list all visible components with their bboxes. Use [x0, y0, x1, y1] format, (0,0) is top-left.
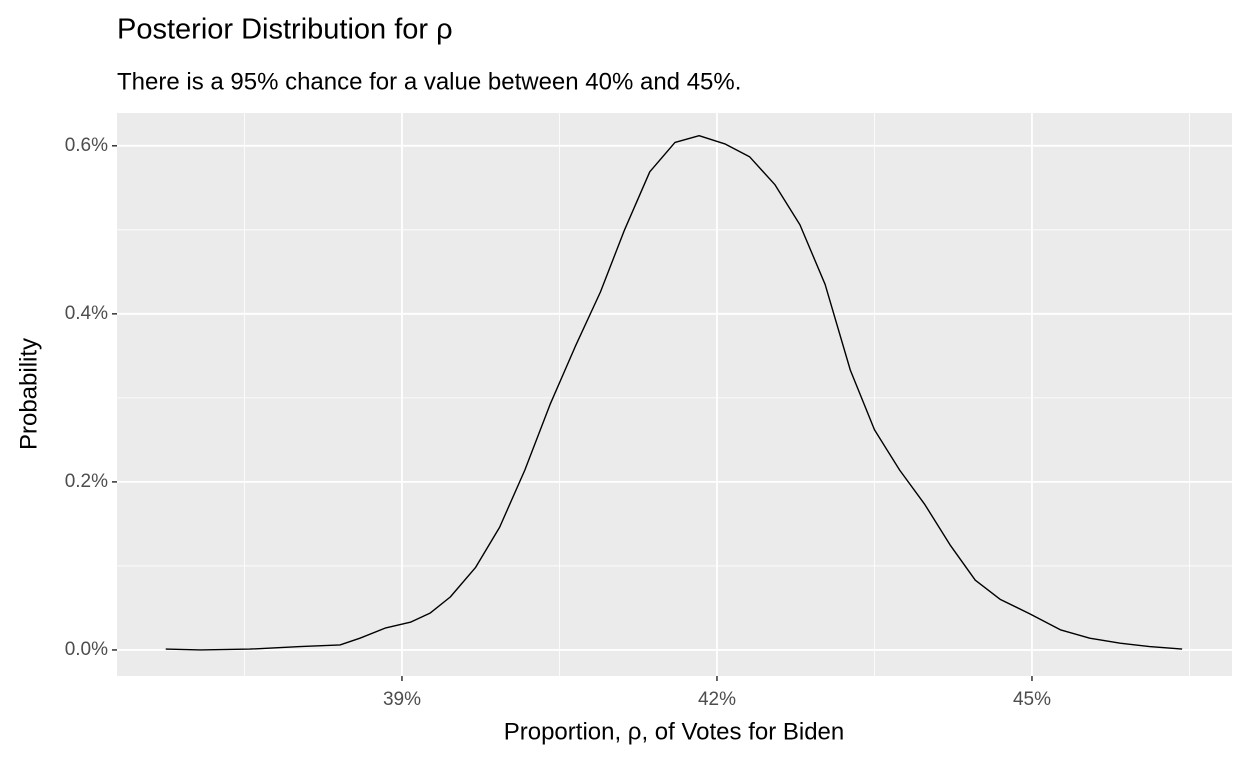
x-tick-label: 45%: [1013, 689, 1051, 710]
x-tick-label: 39%: [383, 689, 421, 710]
chart-subtitle: There is a 95% chance for a value betwee…: [117, 68, 741, 95]
y-axis-label: Probability: [15, 338, 42, 450]
y-tick-label: 0.6%: [65, 135, 108, 156]
x-tick-label: 42%: [698, 689, 736, 710]
y-tick-label: 0.0%: [65, 639, 108, 660]
panel: [117, 113, 1232, 676]
y-tick-label: 0.4%: [65, 303, 108, 324]
density-line: [165, 134, 1183, 651]
y-tick-label: 0.2%: [65, 471, 108, 492]
chart-title: Posterior Distribution for ρ: [117, 14, 453, 46]
x-axis-label: Proportion, ρ, of Votes for Biden: [504, 718, 845, 745]
